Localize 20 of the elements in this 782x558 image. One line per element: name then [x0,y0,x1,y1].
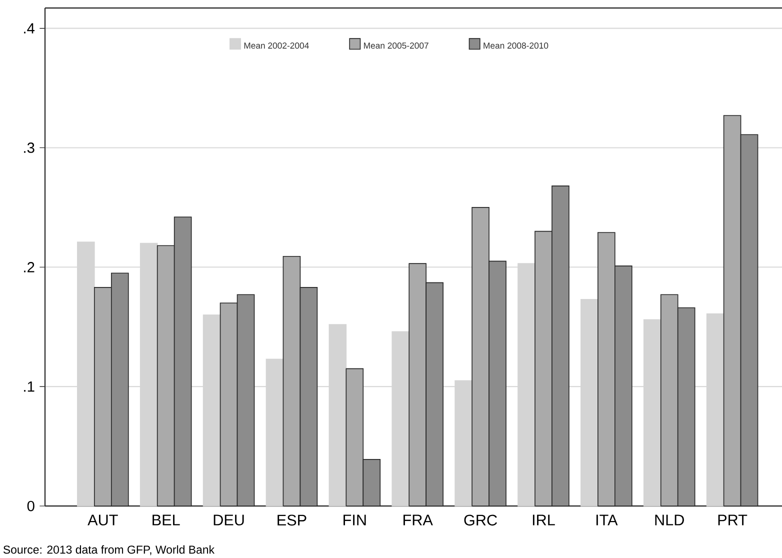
source-note: Source: 2013 data from GFP, World Bank [3,545,215,556]
legend-label: Mean 2002-2004 [244,42,309,49]
x-tick-label: AUT [88,514,118,526]
x-tick-label: BEL [152,514,180,526]
x-tick-label: NLD [655,514,684,526]
x-tick-label: FIN [344,514,366,526]
legend-label: Mean 2005-2007 [364,42,428,49]
y-tick-label: 0 [27,500,34,512]
x-tick-label: ESP [278,514,306,526]
legend-label: Mean 2008-2010 [484,42,548,49]
x-tick-label: PRT [718,514,748,526]
x-tick-label: DEU [214,514,244,526]
x-tick-label: ITA [596,514,618,526]
x-tick-label: IRL [532,514,555,526]
y-tick-label: .2 [24,262,34,272]
y-tick-label: .1 [24,382,34,392]
x-tick-label: FRA [404,514,433,526]
x-tick-label: GRC [464,514,497,526]
y-tick-label: .4 [24,23,35,34]
y-tick-label: .3 [24,142,34,153]
